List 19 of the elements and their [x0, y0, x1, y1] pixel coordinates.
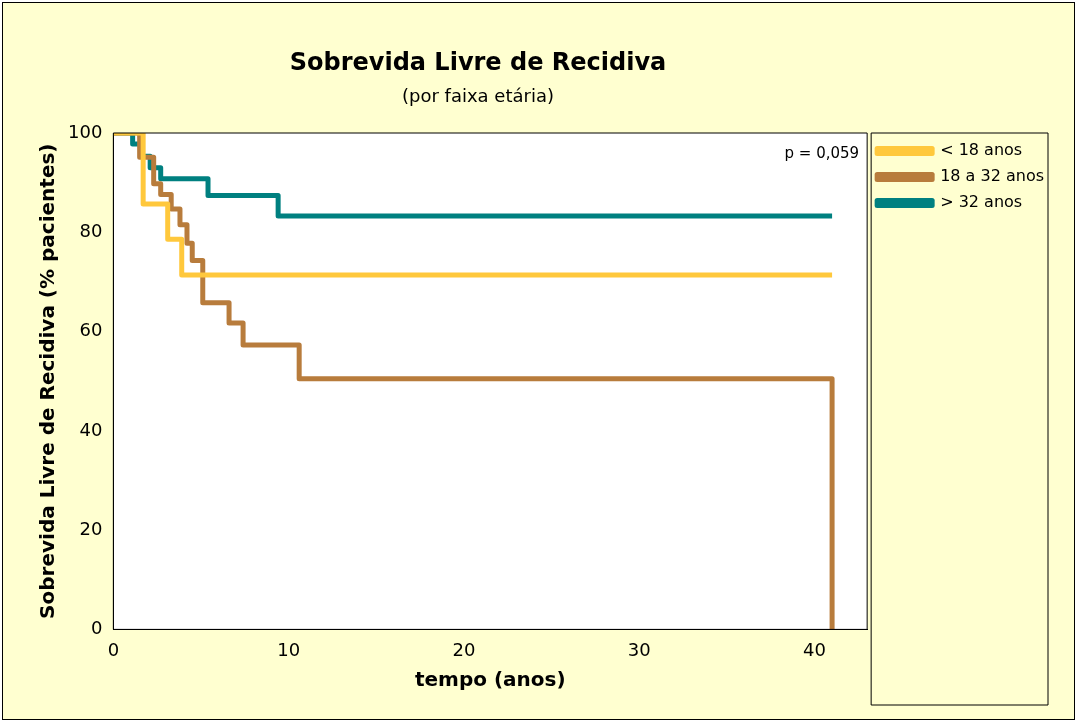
legend-label: > 32 anos	[940, 192, 1023, 212]
chart-title: Sobrevida Livre de Recidiva	[288, 48, 668, 76]
y-tick-label: 60	[79, 319, 103, 341]
y-axis-title: Sobrevida Livre de Recidiva (% pacientes)	[35, 143, 60, 619]
x-tick-label: 10	[277, 638, 301, 660]
chart-subtitle: (por faixa etária)	[401, 85, 555, 106]
x-tick-label: 40	[803, 638, 827, 660]
annotation: p = 0,059	[784, 144, 860, 163]
y-tick-label: 100	[68, 120, 103, 142]
legend-label: 18 a 32 anos	[940, 166, 1045, 186]
y-tick-label: 0	[90, 617, 103, 639]
legend-label: < 18 anos	[940, 140, 1023, 160]
x-tick-label: 30	[627, 638, 651, 660]
x-tick-label: 20	[452, 638, 476, 660]
y-tick-label: 40	[79, 418, 103, 440]
x-axis-title: tempo (anos)	[414, 667, 566, 692]
y-tick-label: 80	[79, 219, 103, 241]
y-tick-label: 20	[79, 517, 103, 539]
x-tick-label: 0	[107, 638, 120, 660]
